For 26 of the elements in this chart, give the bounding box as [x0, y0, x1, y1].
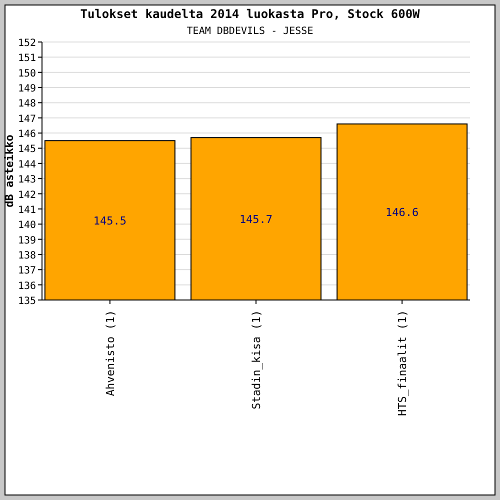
y-tick-label: 147	[18, 114, 36, 125]
y-tick-label: 141	[18, 204, 36, 216]
y-tick-label: 149	[18, 84, 36, 95]
y-tick-label: 135	[18, 296, 36, 307]
y-tick-label: 151	[18, 53, 36, 64]
y-tick-label: 140	[18, 220, 36, 232]
data-label: 145.7	[239, 212, 273, 226]
chart-title: Tulokset kaudelta 2014 luokasta Pro, Stock 600W	[80, 7, 421, 21]
y-tick-label: 146	[18, 129, 36, 140]
y-tick-label: 144	[18, 159, 36, 170]
y-tick-label: 139	[18, 235, 36, 246]
y-tick-label: 142	[18, 190, 36, 201]
y-tick-label: 138	[18, 250, 36, 262]
y-tick-label: 136	[18, 280, 36, 292]
data-label: 145.5	[93, 214, 126, 228]
y-tick-label: 152	[18, 38, 36, 49]
y-tick-label: 143	[18, 174, 36, 186]
x-tick-label: Ahvenisto (1)	[104, 310, 117, 396]
y-tick-label: 145	[18, 144, 36, 156]
data-label: 146.6	[386, 206, 419, 219]
y-tick-label: 148	[18, 98, 36, 110]
x-tick-label: Stadin_kisa (1)	[250, 310, 263, 410]
x-tick-label: HTS_finaalit (1)	[396, 310, 410, 416]
y-tick-label: 150	[18, 68, 36, 80]
chart-subtitle: TEAM DBDEVILS - JESSE	[186, 26, 314, 37]
y-tick-label: 137	[18, 266, 36, 277]
